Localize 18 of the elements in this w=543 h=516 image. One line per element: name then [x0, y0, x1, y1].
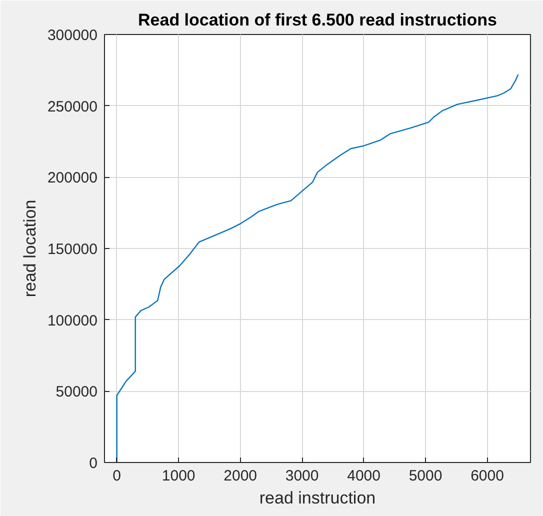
line-series: [116, 74, 519, 462]
x-tick-label: 2000: [224, 468, 258, 484]
x-tick-label: 1000: [162, 468, 196, 484]
x-tick-label: 3000: [285, 468, 319, 484]
y-axis-title: read location: [20, 200, 40, 298]
y-tick-label: 300000: [47, 27, 98, 44]
y-tick-label: 100000: [47, 312, 98, 330]
y-tick-label: 150000: [47, 241, 98, 258]
x-axis-title: read instruction: [259, 488, 376, 508]
y-tick-label: 200000: [47, 170, 98, 187]
chart-title: Read location of first 6.500 read instructions: [138, 10, 497, 30]
y-tick-label: 0: [89, 455, 98, 472]
y-tick-label: 250000: [47, 98, 98, 116]
y-tick-label: 50000: [56, 384, 98, 401]
x-tick-label: 6000: [470, 468, 504, 484]
x-tick-label: 4000: [347, 468, 380, 484]
x-tick-label: 0: [112, 468, 122, 484]
x-tick-label: 5000: [408, 468, 442, 484]
